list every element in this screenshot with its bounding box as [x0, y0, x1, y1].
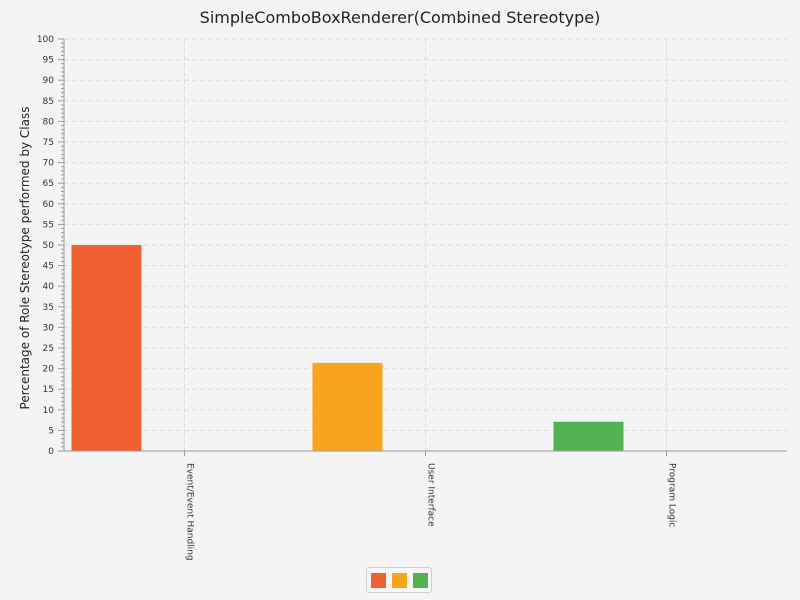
axes [58, 38, 787, 456]
chart-title: SimpleComboBoxRenderer(Combined Stereoty… [200, 8, 601, 27]
y-tick-labels: 0 5 10 15 20 25 30 35 40 45 50 55 60 65 70 75 80 85 90 95 10… [37, 35, 54, 457]
y-tick-label: 25 [43, 344, 54, 354]
legend-swatch [413, 573, 428, 588]
y-tick-label: 55 [43, 220, 54, 230]
y-tick-label: 50 [43, 241, 55, 251]
y-tick-label: 45 [43, 262, 54, 272]
y-tick-label: 95 [43, 56, 54, 66]
legend-swatch [392, 573, 407, 588]
legend-swatch [371, 573, 386, 588]
y-tick-label: 5 [48, 426, 54, 436]
x-category-labels: Event/Event Handling User Interface Progra… [185, 463, 677, 561]
bars [71, 245, 624, 451]
bar-program-logic [553, 421, 624, 451]
y-tick-label: 60 [43, 200, 55, 210]
y-tick-label: 15 [43, 385, 54, 395]
y-tick-label: 20 [43, 365, 55, 375]
y-tick-label: 90 [43, 76, 55, 86]
y-axis-label: Percentage of Role Stereotype performed … [18, 107, 32, 410]
x-category-label: User Interface [426, 463, 436, 527]
y-tick-label: 10 [43, 406, 55, 416]
y-tick-label: 85 [43, 97, 54, 107]
y-tick-label: 35 [43, 303, 54, 313]
y-tick-label: 100 [37, 35, 54, 45]
grid [64, 38, 787, 451]
bar-event-event-handling [71, 245, 142, 451]
y-tick-label: 30 [43, 323, 55, 333]
y-tick-label: 80 [43, 117, 55, 127]
y-tick-label: 0 [48, 447, 54, 457]
y-tick-label: 65 [43, 179, 54, 189]
x-category-label: Program Logic [667, 463, 677, 527]
y-tick-label: 75 [43, 138, 54, 148]
x-category-label: Event/Event Handling [185, 463, 195, 561]
y-tick-label: 70 [43, 159, 55, 169]
legend [366, 567, 432, 593]
y-tick-label: 40 [43, 282, 55, 292]
bar-user-interface [312, 362, 383, 451]
